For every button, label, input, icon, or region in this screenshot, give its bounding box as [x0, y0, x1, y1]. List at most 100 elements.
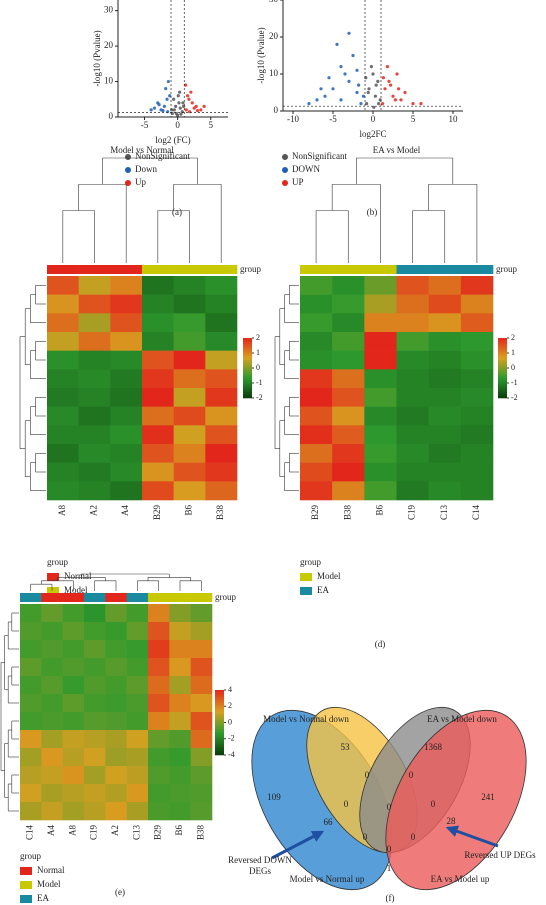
- point: [165, 97, 169, 101]
- heatmap-cell: [78, 481, 111, 501]
- colorbar-segment: [243, 384, 252, 387]
- colorbar-segment: [243, 346, 252, 349]
- heatmap-cell: [190, 640, 213, 659]
- heatmap-cell: [105, 622, 127, 641]
- y-tick-label: 10: [104, 76, 114, 86]
- venn-set-label: EA vs Model up: [431, 874, 490, 884]
- heatmap-cell: [205, 350, 238, 370]
- legend-marker: [125, 167, 131, 173]
- legend-label: EA: [317, 585, 329, 595]
- heatmap-cell: [148, 730, 170, 749]
- heatmap-cell: [110, 444, 143, 463]
- colorbar-segment: [215, 722, 224, 725]
- y-tick-label: 20: [104, 40, 114, 50]
- heatmap-cell: [396, 369, 429, 389]
- heatmap-cell: [173, 406, 206, 426]
- point: [164, 87, 168, 91]
- heatmap-cell: [190, 676, 213, 695]
- heatmap-cell: [173, 369, 206, 389]
- colorbar-segment: [498, 362, 507, 365]
- colorbar-segment: [215, 739, 224, 743]
- column-label: A2: [110, 825, 120, 836]
- heatmap-cell: [41, 658, 63, 677]
- legend-marker: [125, 180, 131, 186]
- heatmap-cell: [396, 444, 429, 463]
- venn-count: 0: [344, 799, 349, 809]
- heatmap-cell: [148, 604, 170, 623]
- point: [166, 79, 170, 84]
- colorbar-segment: [215, 698, 224, 702]
- column-label: A8: [57, 505, 67, 516]
- colorbar-segment: [243, 340, 252, 343]
- colorbar-segment: [243, 352, 252, 355]
- heatmap-cell: [105, 748, 127, 767]
- point: [168, 94, 172, 98]
- x-axis-label: log2FC: [359, 129, 386, 139]
- heatmap-cell: [332, 276, 365, 295]
- heatmap-cell: [396, 350, 429, 370]
- heatmap-cell: [300, 369, 333, 389]
- heatmap-cell: [105, 712, 127, 731]
- colorbar-tick-label: 2: [256, 333, 260, 342]
- heatmap-cell: [126, 640, 149, 659]
- heatmap-cell: [173, 388, 206, 407]
- heatmap-cell: [142, 350, 174, 370]
- point: [315, 98, 319, 102]
- point: [339, 98, 343, 102]
- heatmap-cell: [142, 481, 174, 501]
- venn-count: 0: [411, 832, 416, 842]
- point: [176, 94, 180, 98]
- heatmap-cell: [460, 276, 494, 295]
- point: [387, 79, 391, 83]
- heatmap-cell: [62, 676, 85, 695]
- group-bar: [190, 593, 213, 602]
- colorbar-tick-label: -1: [511, 378, 518, 387]
- colorbar-segment: [243, 342, 252, 345]
- point: [174, 104, 178, 108]
- venn-set-label: Model vs Normal down: [263, 714, 349, 724]
- legend-label: Normal: [37, 865, 65, 875]
- heatmap-cell: [110, 406, 143, 426]
- heatmap-cell: [148, 712, 170, 731]
- heatmap-cell: [428, 388, 462, 407]
- y-axis-label: -log10 (Pvalue): [256, 27, 266, 83]
- heatmap-cell: [126, 604, 149, 623]
- heatmap-cell: [148, 784, 170, 803]
- heatmap-cell: [84, 748, 106, 767]
- colorbar-segment: [243, 376, 252, 379]
- heatmap-cell: [78, 369, 111, 389]
- heatmap-cell: [364, 481, 397, 501]
- column-label: A4: [120, 505, 130, 516]
- heatmap-cell: [126, 802, 149, 821]
- point: [323, 94, 327, 98]
- heatmap-cell: [126, 676, 149, 695]
- point: [187, 97, 191, 101]
- colorbar-segment: [243, 380, 252, 383]
- heatmap-cell: [332, 406, 365, 426]
- legend-swatch: [20, 881, 32, 889]
- heatmap-cell: [20, 676, 42, 695]
- colorbar-segment: [243, 368, 252, 371]
- heatmap-cell: [47, 350, 79, 370]
- point: [355, 68, 359, 72]
- colorbar-segment: [243, 388, 252, 391]
- legend-label: DOWN: [292, 164, 320, 174]
- heatmap-cell: [428, 462, 462, 482]
- heatmap-cell: [20, 640, 42, 659]
- colorbar-segment: [498, 380, 507, 383]
- column-label: B38: [195, 825, 205, 841]
- heatmap-cell: [20, 802, 42, 821]
- heatmap-cell: [110, 425, 143, 445]
- point: [361, 94, 365, 98]
- heatmap-cell: [126, 658, 149, 677]
- colorbar-segment: [498, 342, 507, 345]
- colorbar-segment: [243, 344, 252, 347]
- heatmap-cell: [110, 369, 143, 389]
- legend-label: Down: [135, 164, 157, 174]
- heatmap-cell: [110, 462, 143, 482]
- colorbar-segment: [498, 384, 507, 387]
- heatmap-cell: [190, 784, 213, 803]
- point: [365, 102, 369, 106]
- annotation: Reversed UP DEGs: [464, 850, 536, 860]
- heatmap-cell: [148, 676, 170, 695]
